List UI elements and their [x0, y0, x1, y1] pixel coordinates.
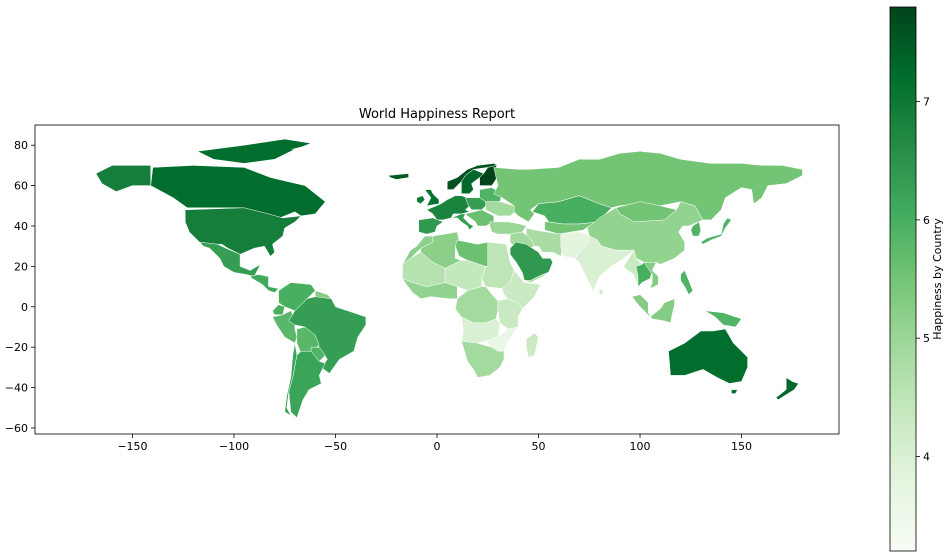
region-balkans: Balkans: 5.6	[464, 209, 495, 227]
x-tick-label: 50	[532, 440, 546, 453]
y-tick-label: −20	[5, 341, 28, 354]
y-axis: −60 −40 −20 0 20 40 60 80	[5, 139, 35, 435]
region-central-america: Central America: 6.1	[249, 274, 280, 293]
region-canada: Canada: 7.2	[150, 165, 326, 223]
colorbar-ticks: 4 5 6 7	[916, 96, 930, 463]
region-united-kingdom: United Kingdom: 7.1	[424, 189, 440, 207]
region-alaska: Alaska: 6.9	[95, 165, 151, 192]
colorbar-label: Happiness by Country	[931, 218, 944, 340]
region-iberia: Iberia: 6.4	[418, 217, 444, 235]
region-russia: Russia: 5.5	[493, 151, 803, 223]
region-philippines: Philippines: 5.9	[680, 269, 694, 296]
y-tick-label: 20	[14, 260, 28, 273]
region-sri-lanka: Sri Lanka: 4.3	[599, 288, 604, 295]
region-finland: Finland: 7.8	[479, 165, 499, 186]
region-australia: Australia: 7.2	[668, 328, 748, 384]
region-ukraine: Ukraine: 4.9	[485, 201, 519, 217]
colorbar-tick-label: 7	[923, 96, 930, 109]
region-yemen-oman: Yemen / Oman: 5	[524, 262, 558, 283]
region-malaysia-indonesia: Malaysia / Indonesia: 5.3	[631, 294, 675, 324]
y-tick-label: −60	[5, 422, 28, 435]
region-vietnam: Vietnam: 5.3	[643, 262, 659, 290]
colorbar	[889, 6, 917, 552]
x-tick-label: 0	[434, 440, 441, 453]
region-kenya-tanzania: Kenya / Tanzania: 4.3	[497, 298, 523, 330]
region-southern-africa: Southern Africa: 4.9	[461, 340, 505, 378]
colorbar-tick-label: 5	[923, 332, 930, 345]
region-italy: Italy: 6.3	[451, 213, 474, 231]
region-ethiopia-horn: Ethiopia / Horn: 4.3	[501, 269, 541, 310]
y-tick-label: 80	[14, 139, 28, 152]
region-saudi-arabia-gulf: Saudi Arabia / Gulf: 6.4	[509, 241, 553, 281]
region-canadian-arctic-archipelago: Canadian Arctic Archipelago: 7.2	[196, 138, 313, 164]
colorbar-tick-label: 4	[923, 450, 930, 463]
x-tick-label: −100	[219, 440, 249, 453]
region-niger-chad: Niger / Chad: 4.4	[444, 260, 487, 291]
x-tick-label: −150	[117, 440, 147, 453]
region-western-europe: Western Europe: 6.8	[426, 195, 472, 221]
x-tick-label: 150	[731, 440, 752, 453]
region-iceland: Iceland: 7.5	[387, 173, 409, 180]
map-title: World Happiness Report	[359, 107, 515, 122]
region-papua-new-guinea: Papua New Guinea: 5.9	[704, 310, 742, 328]
colorbar-tick-label: 6	[923, 214, 930, 227]
x-axis: −150 −100 −50 0 50 100 150	[117, 434, 752, 453]
x-tick-label: −50	[324, 440, 347, 453]
region-ecuador: Ecuador: 6	[272, 304, 285, 316]
region-tasmania: Tasmania: 7.2	[731, 389, 738, 394]
region-madagascar: Madagascar: 4.3	[526, 332, 539, 358]
region-greenland-no-data: Greenland (no data)	[290, 139, 397, 186]
region-turkey: Turkey: 5	[489, 221, 527, 235]
y-tick-label: 60	[14, 180, 28, 193]
region-new-zealand: New Zealand: 7.3	[775, 377, 799, 401]
region-japan: Japan: 5.9	[700, 217, 732, 245]
region-argentina: Argentina: 6.2	[288, 350, 326, 419]
region-gulf-of-guinea: Gulf of Guinea: 5.1	[401, 277, 458, 299]
x-tick-label: 100	[630, 440, 651, 453]
region-korea: Korea: 5.9	[690, 221, 702, 237]
y-tick-label: 40	[14, 220, 28, 233]
region-ireland: Ireland: 7	[416, 195, 426, 205]
map-plot-area: Canada: 7.2Canadian Arctic Archipelago: …	[95, 138, 803, 419]
y-tick-label: −40	[5, 382, 28, 395]
y-tick-label: 0	[21, 301, 28, 314]
